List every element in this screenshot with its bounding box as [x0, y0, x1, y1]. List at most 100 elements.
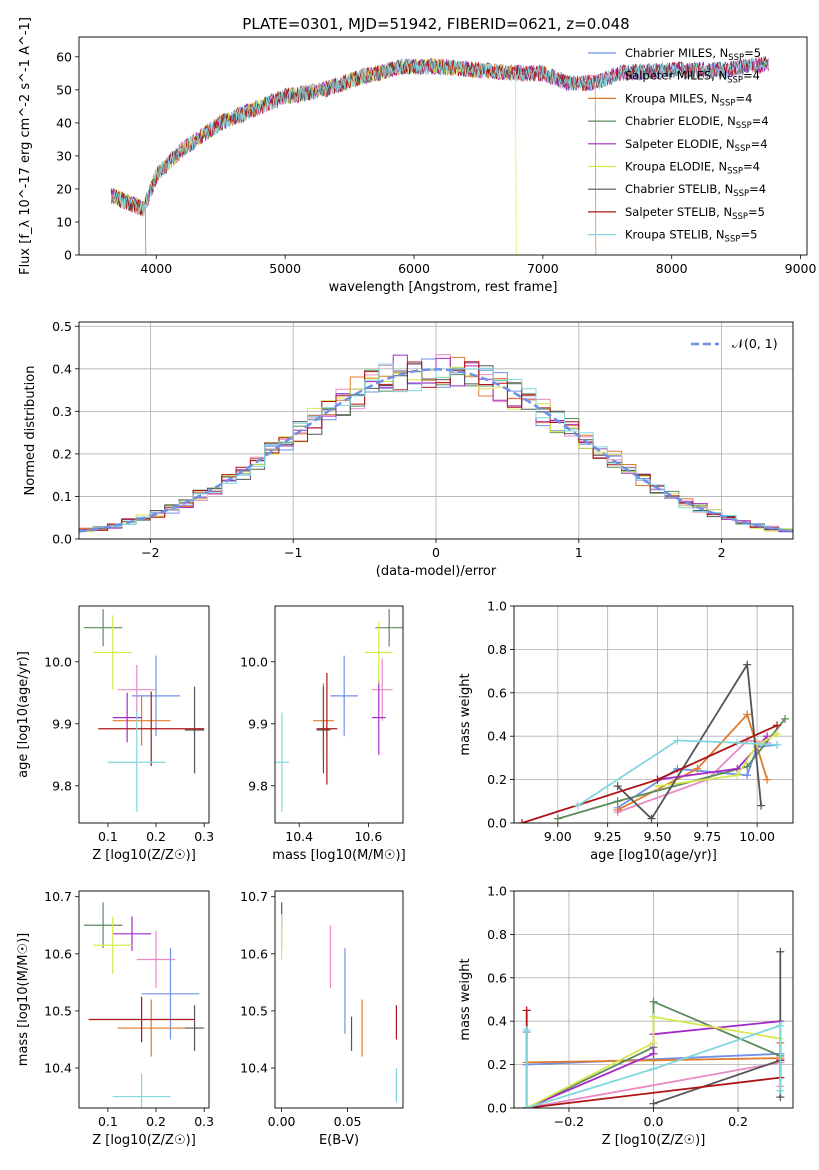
weight-marker — [757, 801, 766, 810]
weight-marker — [776, 1021, 785, 1030]
y-tick-label: 10.4 — [240, 1061, 268, 1076]
weight-line-6 — [526, 1015, 781, 1108]
legend-entry: Kroupa STELIB, NSSP=5 — [625, 228, 757, 245]
weight-marker — [743, 660, 752, 669]
y-tick-label: 40 — [56, 115, 72, 130]
x-tick-label: 0.3 — [194, 1114, 214, 1129]
y-tick-label: 10.6 — [240, 946, 268, 961]
plot-area — [522, 947, 785, 1108]
weight-line-9 — [577, 739, 778, 807]
x-tick-label: 9.25 — [594, 829, 622, 844]
y-tick-label: 0.2 — [487, 772, 507, 787]
weight-marker — [613, 782, 622, 791]
x-tick-label: 2 — [718, 545, 726, 560]
y-tick-label: 9.8 — [248, 778, 268, 793]
weight-line-4 — [557, 718, 786, 820]
plot-frame — [78, 321, 794, 540]
y-tick-label: 9.9 — [248, 716, 268, 731]
y-axis-label: mass weight — [458, 673, 473, 755]
x-axis-label: Z [log10(Z/Z☉)] — [92, 848, 196, 863]
y-tick-label: 0 — [64, 248, 72, 263]
histogram-series-8 — [79, 361, 793, 531]
x-tick-label: 9000 — [785, 261, 817, 276]
weight-marker — [773, 721, 782, 730]
weight-marker — [649, 1099, 658, 1108]
x-axis-label: wavelength [Angstrom, rest frame] — [329, 280, 558, 295]
y-tick-label: 10.4 — [44, 1061, 72, 1076]
x-tick-label: −0.2 — [554, 1114, 584, 1129]
weight-marker — [649, 1038, 658, 1047]
weight-marker — [776, 1086, 785, 1095]
weight-marker — [653, 775, 662, 784]
histogram-series-9 — [79, 363, 793, 531]
x-axis-label: Z [log10(Z/Z☉)] — [602, 1133, 706, 1148]
weight-marker — [517, 819, 526, 823]
weight-marker — [613, 797, 622, 806]
weight-line-6 — [657, 733, 778, 787]
legend-entry: Chabrier MILES, NSSP=5 — [625, 46, 761, 63]
y-tick-label: 0.4 — [487, 1014, 507, 1029]
panel-6: 0.1 0.2 0.3 10.4 10.5 10.6 10.7 Z [log10(Z/Z☉)]… — [16, 889, 214, 1148]
y-tick-label: 0.0 — [487, 1101, 507, 1116]
x-tick-label: 8000 — [656, 261, 688, 276]
y-tick-label: 10.7 — [240, 889, 268, 904]
panel-3: 0.1 0.2 0.3 9.8 9.9 10.0 Z [log10(Z/Z☉)] age [l… — [16, 605, 214, 863]
legend-entry: Salpeter STELIB, NSSP=5 — [625, 205, 765, 222]
weight-marker — [649, 1049, 658, 1058]
y-tick-label: 0.8 — [487, 927, 507, 942]
plot-frame — [78, 605, 210, 824]
y-tick-label: 10 — [56, 214, 72, 229]
y-tick-label: 0.2 — [487, 1057, 507, 1072]
figure-title: PLATE=0301, MJD=51942, FIBERID=0621, z=0… — [242, 15, 629, 33]
legend-entry: Kroupa MILES, NSSP=4 — [625, 91, 752, 108]
weight-marker — [693, 764, 702, 773]
spectrum-line-8 — [110, 57, 769, 215]
weight-marker — [522, 1006, 531, 1015]
plot-area — [110, 56, 769, 255]
x-axis-label: Z [log10(Z/Z☉)] — [92, 1133, 196, 1148]
weight-marker — [613, 805, 622, 814]
spectrum-line-9 — [110, 57, 769, 214]
x-tick-label: 9.00 — [544, 829, 572, 844]
weight-marker — [743, 771, 752, 780]
x-tick-label: 0.2 — [146, 829, 166, 844]
y-tick-label: 1.0 — [487, 884, 507, 899]
weight-marker — [773, 740, 782, 749]
y-tick-label: 0.0 — [52, 532, 72, 547]
x-tick-label: 10.6 — [354, 829, 382, 844]
weight-marker — [647, 814, 656, 823]
plot-area — [517, 660, 790, 823]
weight-marker — [781, 714, 790, 723]
legend-entry: Salpeter ELODIE, NSSP=4 — [625, 137, 768, 154]
legend-entry: Kroupa ELODIE, NSSP=4 — [625, 160, 760, 177]
plot-area — [83, 609, 205, 812]
plot-frame — [78, 36, 808, 256]
y-axis-label: Flux [f_λ 10^-17 erg cm^-2 s^-1 A^-1] — [18, 17, 33, 275]
weight-marker — [522, 1104, 531, 1108]
y-tick-label: 10.0 — [44, 654, 72, 669]
x-tick-label: 10.4 — [285, 829, 313, 844]
x-tick-label: 0.05 — [334, 1114, 362, 1129]
weight-marker — [649, 1012, 658, 1021]
y-tick-label: 0.8 — [487, 642, 507, 657]
panel-2: −2 −1 0 1 2 0.0 0.1 0.2 0.3 0.4 0.5 (data-model)/er… — [23, 319, 794, 579]
weight-marker — [553, 814, 562, 823]
plot-frame — [274, 605, 404, 824]
weight-marker — [573, 801, 582, 810]
y-tick-label: 10.5 — [44, 1003, 72, 1018]
y-tick-label: 0.4 — [52, 361, 72, 376]
weight-marker — [673, 736, 682, 745]
weight-marker — [743, 762, 752, 771]
panel-5: 9.00 9.25 9.50 9.75 10.00 0.0 0.2 0.4 0.6 0.8 1.0 a… — [458, 599, 794, 863]
x-tick-label: 4000 — [140, 261, 172, 276]
y-tick-label: 1.0 — [487, 599, 507, 614]
y-axis-label: mass [log10(M/M☉)] — [16, 933, 31, 1066]
plot-frame — [274, 890, 404, 1109]
y-axis-label: age [log10(age/yr)] — [16, 651, 31, 778]
y-tick-label: 10.6 — [44, 946, 72, 961]
legend-entry: Chabrier ELODIE, NSSP=4 — [625, 114, 769, 131]
legend-entry: 𝒩(0, 1) — [732, 336, 778, 351]
weight-marker — [773, 730, 782, 739]
y-tick-label: 10.5 — [240, 1003, 268, 1018]
